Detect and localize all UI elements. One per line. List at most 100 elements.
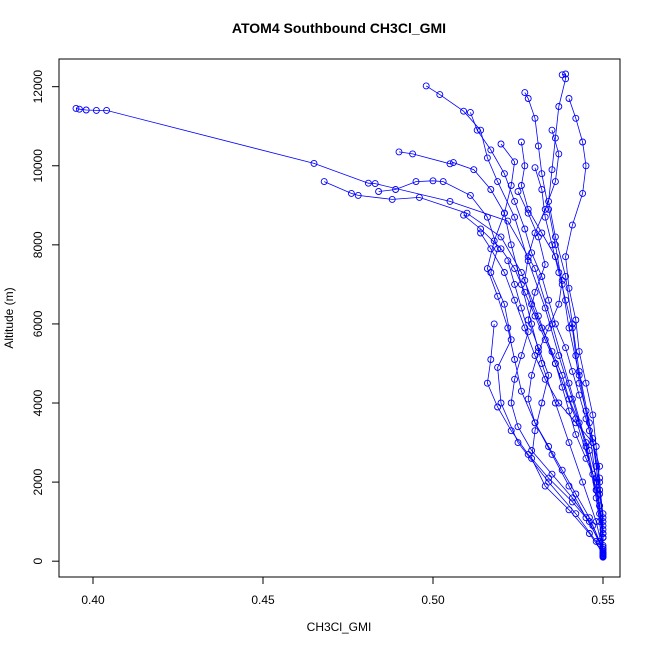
data-point	[364, 179, 372, 187]
data-point	[477, 229, 485, 237]
series-line	[398, 151, 604, 552]
data-point	[562, 253, 570, 261]
data-point	[551, 178, 559, 186]
data-point	[575, 367, 583, 375]
data-point	[596, 539, 604, 547]
data-point	[575, 419, 583, 427]
data-point	[517, 280, 525, 288]
data-point	[82, 106, 90, 114]
data-point	[415, 193, 423, 201]
data-point	[504, 257, 512, 265]
data-point	[579, 138, 587, 146]
data-point	[354, 191, 362, 199]
data-point	[500, 170, 508, 178]
data-point	[558, 71, 566, 79]
data-point	[545, 197, 553, 205]
y-tick-label: 8000	[31, 231, 45, 258]
data-point	[541, 205, 549, 213]
series-line	[534, 167, 604, 548]
series-line	[507, 260, 604, 557]
data-point	[548, 450, 556, 458]
data-point	[538, 186, 546, 193]
data-point	[320, 178, 328, 186]
data-point	[585, 530, 593, 537]
data-point	[565, 95, 573, 102]
data-point	[534, 142, 542, 150]
data-point	[589, 470, 597, 478]
data-point	[310, 159, 318, 167]
data-point	[558, 383, 566, 391]
data-point	[599, 553, 607, 561]
data-point	[528, 320, 536, 328]
data-point	[599, 543, 607, 551]
x-tick-label: 0.55	[591, 593, 615, 607]
data-point	[507, 399, 515, 407]
data-point	[548, 126, 556, 134]
data-point	[568, 367, 576, 375]
data-point	[592, 518, 600, 526]
y-tick-label: 2000	[31, 468, 45, 495]
data-point	[511, 280, 519, 288]
data-point	[487, 269, 495, 276]
series-line	[520, 141, 604, 557]
data-point	[521, 288, 529, 296]
data-point	[490, 237, 498, 245]
data-point	[541, 336, 549, 344]
data-point	[460, 107, 468, 115]
data-point	[477, 225, 485, 233]
series-line	[75, 108, 604, 556]
data-point	[473, 126, 481, 134]
data-point	[347, 189, 355, 197]
y-tick-label: 10000	[31, 149, 45, 183]
data-point	[562, 70, 570, 78]
data-point	[483, 379, 491, 387]
y-tick-label: 12000	[31, 70, 45, 104]
data-point	[545, 474, 553, 482]
data-point	[579, 478, 587, 486]
series-line	[480, 232, 604, 558]
data-point	[531, 427, 539, 435]
data-point	[572, 316, 580, 324]
x-axis-label: CH3Cl_GMI	[307, 620, 372, 634]
data-point	[463, 209, 471, 217]
data-point	[565, 284, 573, 292]
data-point	[565, 379, 573, 387]
data-point	[521, 276, 529, 284]
data-point	[592, 462, 600, 470]
y-tick-label: 4000	[31, 389, 45, 416]
data-point	[507, 182, 515, 189]
data-point	[392, 186, 400, 193]
data-point	[75, 105, 83, 113]
data-point	[511, 197, 519, 205]
data-point	[446, 160, 454, 168]
data-point	[524, 209, 532, 217]
data-point	[517, 387, 525, 395]
data-point	[579, 189, 587, 197]
y-axis-label: Altitude (m)	[2, 287, 16, 348]
data-point	[538, 170, 546, 178]
data-point	[545, 371, 553, 379]
data-point	[483, 213, 491, 221]
data-point	[589, 435, 597, 443]
series-line	[470, 112, 604, 555]
data-point	[528, 454, 536, 462]
series-line	[463, 214, 604, 553]
data-point	[497, 140, 505, 148]
data-point	[592, 494, 600, 502]
data-point	[565, 407, 573, 415]
data-point	[487, 146, 495, 154]
data-point	[565, 439, 573, 447]
data-point	[487, 186, 495, 193]
x-tick-label: 0.40	[81, 593, 105, 607]
data-point	[528, 249, 536, 257]
data-point	[504, 324, 512, 332]
data-point	[524, 395, 532, 403]
series-line	[486, 323, 604, 550]
data-point	[562, 296, 570, 304]
data-point	[507, 241, 515, 249]
data-point	[572, 431, 580, 439]
data-point	[538, 399, 546, 407]
data-point	[531, 164, 539, 172]
data-point	[545, 324, 553, 332]
